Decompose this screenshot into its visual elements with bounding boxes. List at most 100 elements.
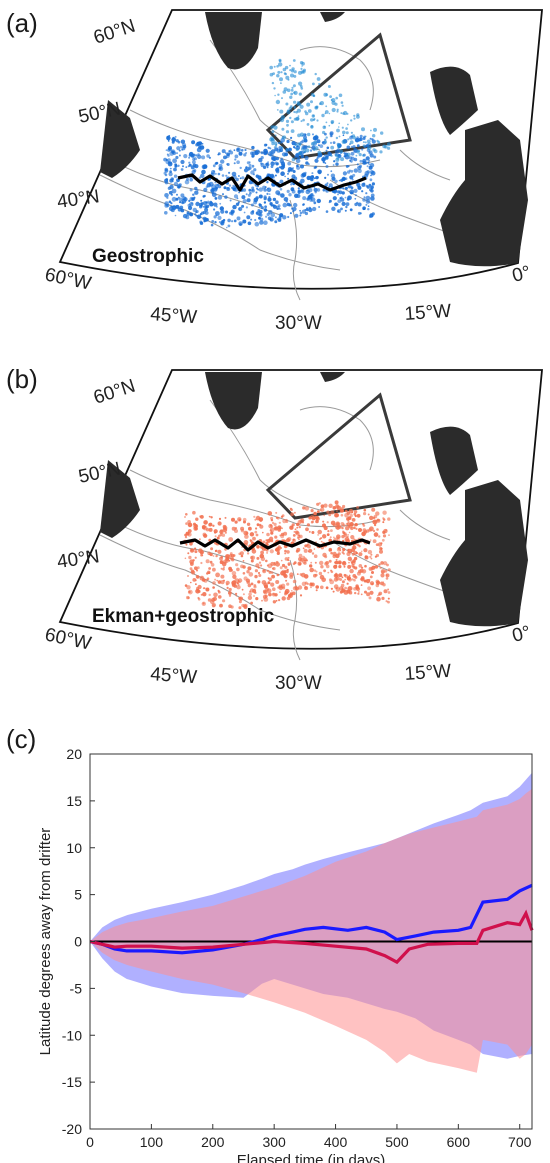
particle: [230, 213, 234, 216]
particle: [332, 590, 335, 593]
particle: [196, 566, 200, 570]
particle: [204, 211, 209, 215]
particle: [197, 154, 202, 159]
particle: [330, 587, 333, 590]
particle: [252, 536, 256, 541]
particle: [202, 587, 205, 590]
particle: [192, 510, 196, 515]
particle: [234, 529, 238, 533]
particle: [211, 597, 216, 602]
particle: [312, 82, 315, 86]
particle: [344, 586, 347, 590]
particle: [367, 513, 370, 516]
particle: [190, 165, 195, 170]
particle: [277, 70, 281, 74]
particle: [205, 201, 208, 204]
particle: [383, 589, 388, 594]
particle: [207, 178, 210, 181]
particle: [341, 126, 344, 129]
particle: [222, 193, 224, 196]
particle-cloud: [163, 58, 391, 229]
particle: [186, 585, 191, 590]
particle: [273, 522, 277, 526]
particle: [297, 189, 301, 193]
particle: [187, 520, 192, 524]
particle: [307, 132, 311, 137]
particle: [341, 526, 344, 530]
particle: [299, 519, 304, 524]
particle: [279, 159, 284, 164]
particle: [350, 156, 355, 161]
particle: [326, 533, 330, 536]
particle: [341, 201, 346, 206]
particle: [188, 161, 191, 164]
particle: [312, 133, 314, 136]
particle: [319, 509, 322, 512]
particle: [280, 71, 283, 74]
particle: [326, 146, 330, 150]
particle: [302, 149, 307, 154]
particle: [299, 85, 303, 88]
particle: [174, 135, 177, 138]
particle: [226, 187, 230, 190]
particle: [279, 188, 283, 191]
particle: [196, 147, 202, 153]
particle: [269, 524, 272, 527]
longitude-label: 0°: [510, 622, 533, 647]
particle: [185, 522, 188, 525]
particle: [305, 559, 308, 562]
particle: [330, 569, 333, 572]
particle: [238, 175, 240, 177]
particle: [338, 179, 341, 182]
particle: [242, 199, 247, 204]
particle: [317, 150, 322, 155]
particle: [213, 529, 218, 534]
particle: [280, 559, 283, 562]
particle: [256, 545, 260, 549]
particle-cloud: [182, 500, 391, 610]
particle: [277, 586, 280, 589]
particle: [298, 525, 301, 529]
particle: [380, 542, 383, 545]
particle: [212, 524, 215, 527]
particle: [222, 524, 227, 529]
particle: [310, 142, 315, 146]
particle: [345, 127, 348, 130]
particle: [188, 199, 191, 202]
particle: [328, 503, 333, 508]
particle: [184, 535, 188, 539]
particle: [258, 561, 262, 564]
particle: [366, 529, 370, 533]
particle: [351, 548, 355, 552]
particle: [225, 554, 230, 559]
particle: [246, 215, 251, 220]
particle: [281, 563, 286, 568]
particle: [205, 204, 210, 208]
particle: [179, 201, 182, 204]
particle: [200, 211, 204, 215]
particle: [261, 599, 263, 602]
particle: [275, 200, 279, 204]
particle: [355, 584, 359, 588]
particle: [195, 569, 199, 572]
particle: [241, 603, 245, 608]
particle: [266, 166, 269, 169]
particle: [188, 163, 192, 167]
particle: [202, 592, 207, 597]
particle: [214, 183, 219, 188]
particle: [194, 556, 197, 559]
particle: [283, 531, 288, 536]
particle: [324, 555, 328, 559]
particle: [171, 205, 177, 211]
particle: [275, 169, 280, 174]
particle: [229, 199, 232, 202]
particle: [234, 520, 238, 524]
particle: [328, 124, 331, 127]
particle: [175, 197, 179, 201]
particle: [328, 549, 332, 552]
particle: [310, 100, 313, 104]
particle: [275, 562, 281, 567]
x-tick-label: 100: [140, 1134, 164, 1150]
particle: [359, 212, 362, 215]
particle: [211, 170, 216, 175]
